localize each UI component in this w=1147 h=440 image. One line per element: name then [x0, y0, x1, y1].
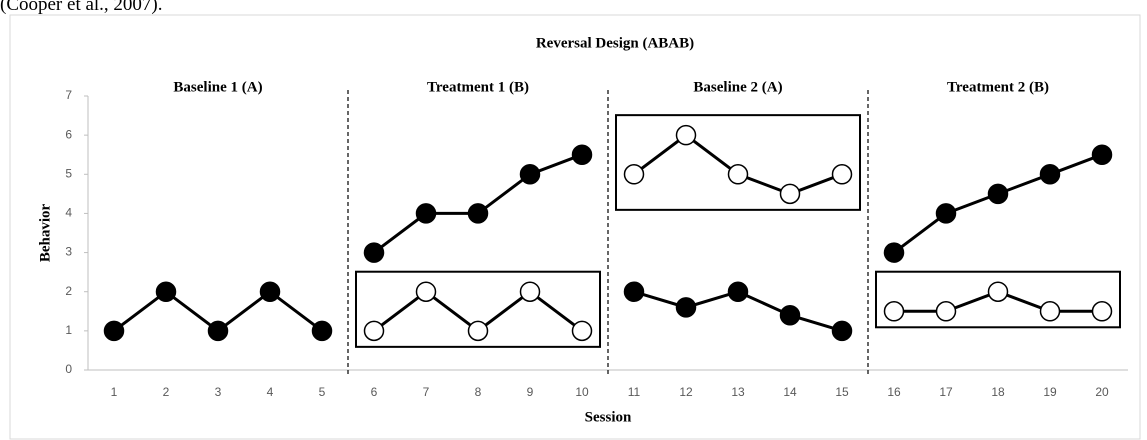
x-tick-label: 7: [423, 385, 430, 399]
marker: [779, 304, 801, 326]
marker: [727, 164, 749, 185]
y-axis-label: Behavior: [37, 203, 53, 262]
marker: [623, 281, 645, 302]
x-tick-label: 6: [371, 385, 378, 399]
x-tick-label: 20: [1095, 385, 1109, 399]
marker: [571, 144, 593, 165]
chart-border: [9, 14, 1141, 440]
x-tick-label: 19: [1043, 385, 1057, 399]
marker: [935, 203, 957, 224]
x-tick-label: 11: [628, 385, 641, 399]
x-tick-label: 17: [939, 385, 953, 399]
x-tick-label: 10: [575, 385, 589, 399]
caption: (Cooper et al., 2007).: [0, 0, 163, 15]
marker: [883, 301, 905, 322]
phase-box: [615, 114, 861, 211]
phase-label: Baseline 2 (A): [693, 79, 782, 95]
y-tick-label: 5: [65, 166, 72, 180]
marker: [571, 320, 593, 342]
phase-box: [875, 270, 1121, 329]
y-tick-label: 6: [65, 127, 72, 141]
x-tick-label: 2: [163, 385, 170, 399]
x-tick-label: 9: [527, 385, 534, 399]
marker: [883, 242, 905, 263]
x-tick-label: 8: [475, 385, 482, 399]
marker: [675, 124, 697, 146]
marker: [467, 203, 489, 224]
marker: [363, 242, 385, 263]
marker: [1091, 144, 1113, 165]
marker: [727, 281, 749, 302]
marker: [935, 301, 957, 322]
marker: [831, 320, 853, 342]
marker: [467, 320, 489, 342]
y-tick-label: 2: [65, 284, 72, 298]
y-tick-label: 0: [65, 362, 72, 376]
marker: [103, 320, 125, 342]
x-tick-label: 18: [991, 385, 1005, 399]
x-tick-label: 12: [679, 385, 693, 399]
x-tick-label: 1: [111, 385, 118, 399]
marker: [831, 164, 853, 185]
y-tick-label: 1: [65, 323, 72, 337]
x-tick-label: 4: [267, 385, 274, 399]
phase-box: [355, 270, 601, 348]
x-axis-label: Session: [585, 409, 632, 425]
marker: [987, 183, 1009, 205]
marker: [675, 297, 697, 318]
marker: [1091, 301, 1113, 322]
phase-label: Treatment 1 (B): [427, 79, 529, 95]
marker: [363, 320, 385, 342]
y-tick-label: 7: [65, 88, 72, 102]
marker: [779, 183, 801, 205]
marker: [1039, 164, 1061, 185]
marker: [987, 281, 1009, 302]
marker: [623, 164, 645, 185]
marker: [155, 281, 177, 302]
y-tick-label: 3: [65, 245, 72, 259]
marker: [415, 281, 437, 302]
phase-label: Treatment 2 (B): [947, 79, 1049, 95]
marker: [1039, 301, 1061, 322]
y-tick-label: 4: [65, 206, 72, 220]
x-tick-label: 14: [783, 385, 797, 399]
x-tick-label: 5: [319, 385, 326, 399]
marker: [519, 281, 541, 302]
x-tick-label: 13: [731, 385, 745, 399]
marker: [259, 281, 281, 302]
marker: [519, 164, 541, 185]
x-tick-label: 3: [215, 385, 222, 399]
x-tick-label: 15: [835, 385, 849, 399]
marker: [311, 320, 333, 342]
x-tick-label: 16: [887, 385, 901, 399]
marker: [207, 320, 229, 342]
phase-label: Baseline 1 (A): [173, 79, 262, 95]
chart-title: Reversal Design (ABAB): [536, 35, 694, 51]
marker: [415, 203, 437, 224]
